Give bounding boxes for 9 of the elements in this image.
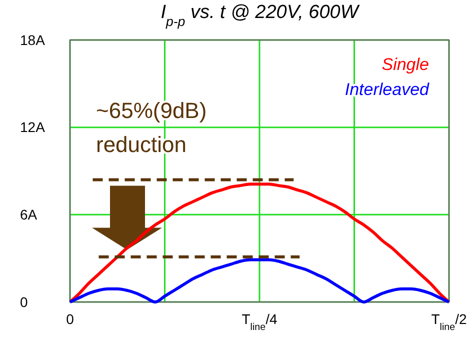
y-tick-label: 6A xyxy=(20,206,38,223)
y-tick-label: 12A xyxy=(20,119,46,136)
y-tick-label: 18A xyxy=(20,32,46,48)
x-tick-label: 0 xyxy=(66,311,74,327)
x-tick-label: T$_{line}$/2 xyxy=(431,311,467,332)
x-tick-label: T$_{line}$/4 xyxy=(242,311,278,332)
text: Single xyxy=(382,55,429,74)
y-tick-label: 0 xyxy=(20,294,28,310)
chart-title: I$_{p-p}$ vs. t @ 220V, 600W xyxy=(160,2,360,28)
